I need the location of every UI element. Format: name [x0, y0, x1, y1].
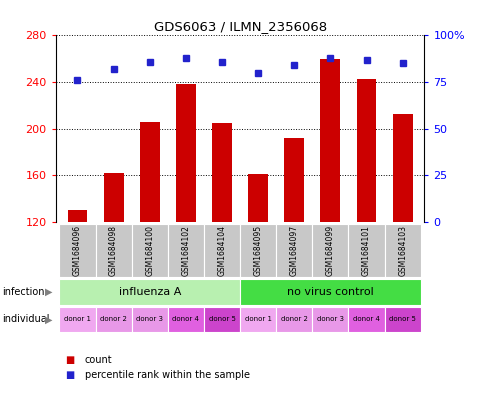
Title: GDS6063 / ILMN_2356068: GDS6063 / ILMN_2356068	[153, 20, 326, 33]
Bar	[348, 224, 384, 277]
Text: ▶: ▶	[45, 314, 52, 324]
Text: percentile rank within the sample: percentile rank within the sample	[85, 370, 249, 380]
Bar	[131, 224, 167, 277]
Text: ■: ■	[65, 370, 75, 380]
Text: GSM1684095: GSM1684095	[253, 225, 262, 276]
Text: influenza A: influenza A	[118, 287, 181, 297]
Text: donor 1: donor 1	[244, 316, 271, 322]
Text: donor 4: donor 4	[172, 316, 199, 322]
Text: GSM1684102: GSM1684102	[181, 225, 190, 276]
Bar	[139, 122, 159, 222]
Bar	[67, 210, 87, 222]
Text: GSM1684101: GSM1684101	[362, 225, 370, 276]
Text: GSM1684103: GSM1684103	[397, 225, 407, 276]
Bar	[203, 307, 240, 332]
Text: individual: individual	[2, 314, 50, 324]
Bar	[95, 224, 131, 277]
Bar	[167, 224, 203, 277]
Bar	[276, 224, 312, 277]
Bar	[203, 224, 240, 277]
Text: count: count	[85, 354, 112, 365]
Bar	[240, 279, 420, 305]
Text: donor 4: donor 4	[352, 316, 379, 322]
Bar	[392, 114, 412, 222]
Bar	[240, 224, 276, 277]
Bar	[284, 138, 303, 222]
Text: ■: ■	[65, 354, 75, 365]
Bar	[212, 123, 231, 222]
Text: GSM1684100: GSM1684100	[145, 225, 154, 276]
Bar	[95, 307, 131, 332]
Text: GSM1684098: GSM1684098	[109, 225, 118, 276]
Bar	[59, 224, 95, 277]
Text: donor 3: donor 3	[316, 316, 343, 322]
Text: ▶: ▶	[45, 287, 52, 297]
Bar	[312, 307, 348, 332]
Bar	[348, 307, 384, 332]
Text: no virus control: no virus control	[287, 287, 373, 297]
Bar	[356, 79, 376, 222]
Text: GSM1684099: GSM1684099	[325, 225, 334, 276]
Text: donor 1: donor 1	[64, 316, 91, 322]
Text: GSM1684096: GSM1684096	[73, 225, 82, 276]
Text: donor 5: donor 5	[389, 316, 415, 322]
Text: infection: infection	[2, 287, 45, 297]
Bar	[276, 307, 312, 332]
Bar	[384, 224, 420, 277]
Bar	[248, 174, 268, 222]
Bar	[104, 173, 123, 222]
Text: donor 2: donor 2	[280, 316, 307, 322]
Text: donor 3: donor 3	[136, 316, 163, 322]
Bar	[384, 307, 420, 332]
Bar	[131, 307, 167, 332]
Text: donor 5: donor 5	[208, 316, 235, 322]
Bar	[320, 59, 340, 222]
Bar	[59, 279, 240, 305]
Bar	[176, 84, 196, 222]
Bar	[240, 307, 276, 332]
Bar	[312, 224, 348, 277]
Text: GSM1684097: GSM1684097	[289, 225, 298, 276]
Text: GSM1684104: GSM1684104	[217, 225, 226, 276]
Bar	[59, 307, 95, 332]
Text: donor 2: donor 2	[100, 316, 127, 322]
Bar	[167, 307, 203, 332]
